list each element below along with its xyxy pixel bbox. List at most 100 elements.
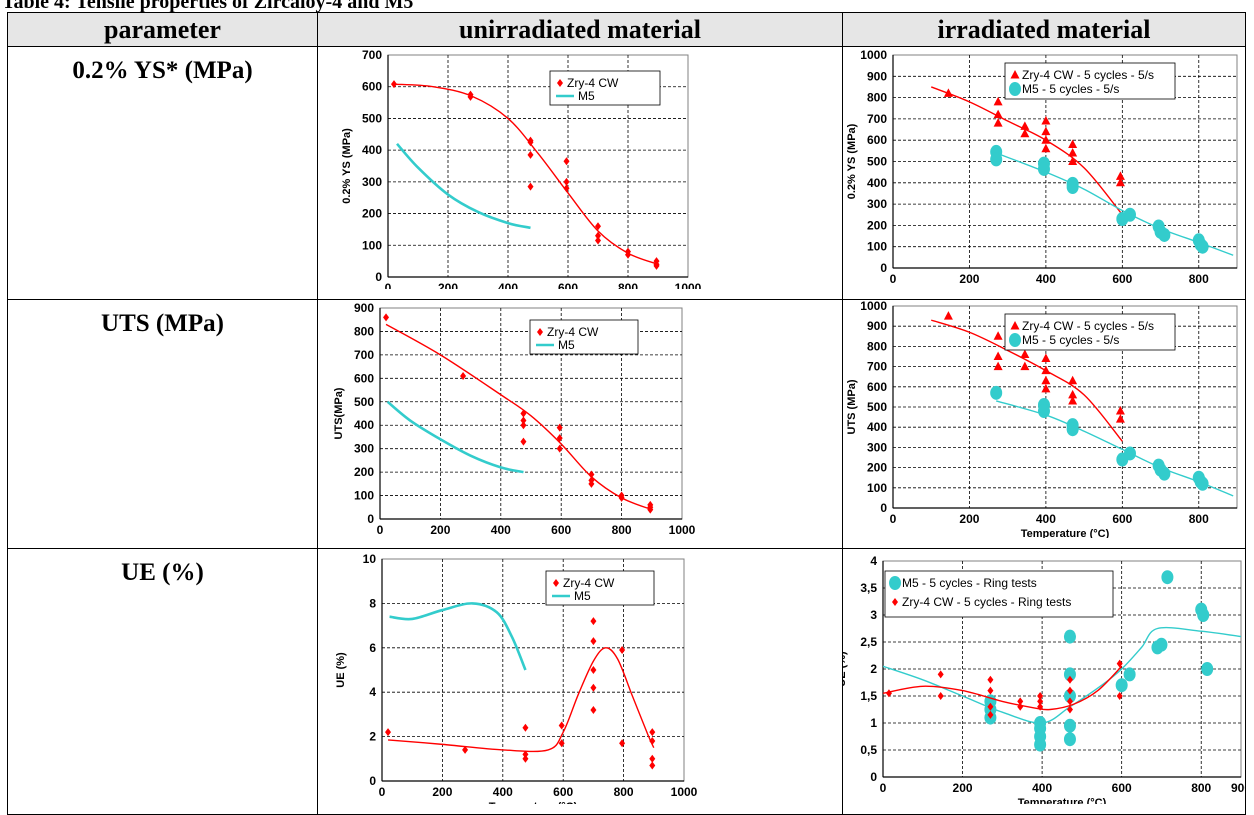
y-tick-label: 900 xyxy=(867,69,887,83)
x-tick-label: 0 xyxy=(880,781,887,795)
y-tick-label: 700 xyxy=(867,112,887,126)
data-point-m5-5-cycles-ring-tests xyxy=(1201,662,1214,676)
param-ys-label: 0.2% YS* (MPa) xyxy=(7,46,318,300)
data-point-zry-4-cw xyxy=(383,313,390,322)
x-tick-label: 900 xyxy=(1231,781,1246,795)
properties-table: parameter unirradiated material irradiat… xyxy=(7,12,1246,815)
y-tick-label: 100 xyxy=(867,481,887,495)
data-point-zry-4-cw-5-cycles-5-s xyxy=(1068,147,1078,157)
data-point-m5-5-cycles-ring-tests xyxy=(1034,737,1047,752)
data-point-zry-4-cw-5-cycles-ring-tests xyxy=(937,692,944,700)
y-tick-label: 8 xyxy=(369,596,376,610)
y-axis-label: UE (%) xyxy=(335,652,347,688)
y-axis-label: UTS(MPa) xyxy=(333,387,345,439)
data-point-zry-4-cw-5-cycles-ring-tests xyxy=(1116,659,1123,668)
ue-irr-svg: 0 0,5 1 1,5 2 2,5 3 3,5 4 0 200 400 600 800 900 Tempera… xyxy=(844,554,1246,804)
y-tick-label: 6 xyxy=(369,641,376,655)
data-point-zry-4-cw-5-cycles-5-s xyxy=(1068,139,1078,148)
y-tick-label: 700 xyxy=(354,348,374,362)
data-point-zry-4-cw-5-cycles-5-s xyxy=(993,109,1003,119)
data-point-zry-4-cw xyxy=(563,184,570,193)
data-point-zry-4-cw xyxy=(649,761,656,770)
data-point-zry-4-cw xyxy=(520,409,527,418)
legend-swatch xyxy=(1009,82,1021,96)
x-tick-label: 800 xyxy=(618,281,638,289)
data-point-zry-4-cw-5-cycles-ring-tests xyxy=(885,689,892,698)
header-unirradiated: unirradiated material xyxy=(317,12,843,47)
data-point-m5-5-cycles-ring-tests xyxy=(1063,689,1076,703)
data-point-m5-5-cycles-ring-tests xyxy=(1063,732,1076,747)
header-irradiated: irradiated material xyxy=(842,12,1246,47)
data-point-zry-4-cw xyxy=(619,739,626,748)
data-point-zry-4-cw-5-cycles-ring-tests xyxy=(1037,697,1044,706)
data-point-zry-4-cw-5-cycles-ring-tests xyxy=(1017,697,1024,706)
data-point-zry-4-cw xyxy=(588,470,595,479)
data-point-zry-4-cw-5-cycles-5-s xyxy=(1020,361,1030,371)
y-tick-label: 100 xyxy=(362,238,382,252)
data-point-zry-4-cw xyxy=(385,728,392,737)
x-tick-label: 200 xyxy=(959,512,979,526)
chart-ue-unirradiated: 0 2 4 6 8 10 0 200 400 600 800 1000 Temperature (°C)… xyxy=(317,548,843,815)
header-parameter: parameter xyxy=(7,12,318,47)
data-point-zry-4-cw xyxy=(595,236,601,245)
data-point-zry-4-cw xyxy=(527,150,534,159)
y-tick-label: 300 xyxy=(354,442,374,456)
plot-marks xyxy=(383,313,654,514)
y-tick-label: 600 xyxy=(867,380,887,394)
y-tick-label: 500 xyxy=(354,395,374,409)
y-tick-label: 400 xyxy=(362,143,382,157)
data-point-m5-5-cycles-5-s xyxy=(1066,422,1079,437)
data-point-zry-4-cw-5-cycles-5-s xyxy=(1041,383,1051,393)
data-point-zry-4-cw xyxy=(527,138,534,147)
y-tick-label: 3 xyxy=(870,608,877,622)
uts-irr-svg: 0 100 200 300 400 500 600 700 800 900 1000 0 200 400 6… xyxy=(846,301,1238,538)
row-ue: UE (%) 024681002004006008001000Temperatu… xyxy=(7,548,1246,815)
x-tick-label: 0 xyxy=(377,523,384,537)
x-tick-label: 200 xyxy=(953,781,973,795)
data-point-m5-5-cycles-ring-tests xyxy=(1115,678,1128,693)
ys-unirr-svg: 010020030040050060070002004006008001000T… xyxy=(341,48,702,289)
y-axis-label: 0.2% YS (MPa) xyxy=(846,123,858,199)
x-tick-label: 400 xyxy=(493,785,513,799)
x-axis-label: Temperature (°C) xyxy=(1018,797,1107,804)
y-tick-label: 600 xyxy=(354,371,374,385)
data-point-zry-4-cw-5-cycles-ring-tests xyxy=(937,670,944,679)
y-tick-label: 800 xyxy=(354,324,374,338)
uts-unirr-svg: 0 100 200 300 400 500 600 700 800 900 0 200 400 600 80… xyxy=(333,301,696,537)
y-tick-label: 900 xyxy=(867,319,887,333)
y-tick-label: 500 xyxy=(867,155,887,169)
legend-label: Zry-4 CW - 5 cycles - 5/s xyxy=(1022,319,1154,333)
chart-ue-irradiated: 0 0,5 1 1,5 2 2,5 3 3,5 4 0 200 400 600 800 900 Tempera… xyxy=(842,548,1246,815)
legend-swatch xyxy=(1010,70,1020,79)
data-point-zry-4-cw-5-cycles-ring-tests xyxy=(1066,705,1073,714)
legend-label: M5 - 5 cycles - Ring tests xyxy=(902,576,1037,590)
data-point-zry-4-cw-5-cycles-5-s xyxy=(993,361,1003,371)
data-point-zry-4-cw xyxy=(590,617,597,626)
x-tick-label: 200 xyxy=(432,785,452,799)
data-point-zry-4-cw-5-cycles-5-s xyxy=(993,118,1003,127)
data-point-m5-5-cycles-ring-tests xyxy=(1155,637,1168,652)
y-tick-label: 0 xyxy=(870,770,877,784)
x-tick-label: 0 xyxy=(890,512,897,526)
fit-curve xyxy=(385,323,653,511)
data-point-zry-4-cw-5-cycles-ring-tests xyxy=(1066,675,1073,684)
data-point-zry-4-cw-5-cycles-5-s xyxy=(1115,177,1125,187)
data-point-zry-4-cw-5-cycles-5-s xyxy=(993,351,1003,360)
data-point-m5-5-cycles-ring-tests xyxy=(1197,608,1210,622)
y-tick-label: 700 xyxy=(362,48,382,62)
x-tick-label: 1000 xyxy=(669,523,696,537)
y-tick-label: 700 xyxy=(867,360,887,374)
series-line-m5 xyxy=(386,400,524,474)
fit-curve xyxy=(930,86,1123,216)
x-tick-label: 1000 xyxy=(671,785,698,799)
x-axis-label: Temperature (°C) xyxy=(1021,288,1110,289)
x-tick-label: 200 xyxy=(438,281,458,289)
legend-swatch xyxy=(892,598,898,606)
data-point-m5-5-cycles-ring-tests xyxy=(1063,629,1076,644)
x-tick-label: 600 xyxy=(551,523,571,537)
y-axis-label: UTS (MPa) xyxy=(846,379,858,434)
data-point-zry-4-cw xyxy=(595,222,601,231)
x-tick-label: 400 xyxy=(1036,512,1056,526)
chart-ys-unirradiated: 010020030040050060070002004006008001000T… xyxy=(317,46,843,300)
